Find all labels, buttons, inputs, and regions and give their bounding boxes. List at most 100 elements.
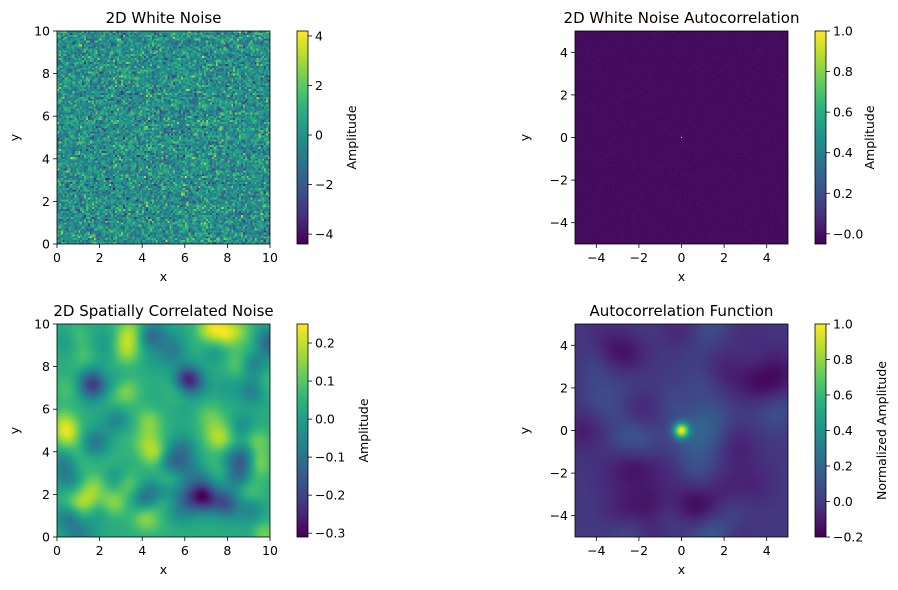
colorbar-tick-label: −2 xyxy=(315,177,333,192)
x-tick-label: 10 xyxy=(262,250,278,265)
colorbar-tick-label: 0.6 xyxy=(833,105,853,120)
axes-frame xyxy=(56,323,271,538)
colorbar-tick-label: −0.3 xyxy=(315,526,345,541)
heatmap-image xyxy=(575,324,788,537)
colorbar-tick-label: 0.2 xyxy=(833,186,853,201)
x-tick-label: −4 xyxy=(587,250,605,265)
panel-title: Autocorrelation Function xyxy=(590,302,774,320)
y-tick-label: 0 xyxy=(42,237,50,252)
y-axis-label: y xyxy=(517,133,532,141)
colorbar-label: Normalized Amplitude xyxy=(874,361,889,500)
colorbar-tick-label: 0.1 xyxy=(315,374,335,389)
y-tick-label: 4 xyxy=(560,338,568,353)
x-tick-label: −4 xyxy=(587,543,605,558)
y-tick-label: 8 xyxy=(42,359,50,374)
x-tick-label: 0 xyxy=(678,250,686,265)
x-tick-label: −2 xyxy=(630,250,648,265)
heatmap-image xyxy=(575,31,788,244)
x-axis-label: x xyxy=(160,562,167,577)
y-tick-label: −2 xyxy=(550,173,568,188)
heatmap-image xyxy=(57,324,270,537)
colorbar-gradient xyxy=(815,324,826,537)
colorbar-tick-label: −0.2 xyxy=(833,530,863,545)
x-tick-label: 10 xyxy=(262,543,278,558)
colorbar-tick-label: 0.8 xyxy=(833,64,853,79)
colorbar-gradient xyxy=(297,324,308,537)
x-tick-label: 2 xyxy=(96,543,104,558)
x-tick-label: 0 xyxy=(678,543,686,558)
colorbar-tick-label: −4 xyxy=(315,227,333,242)
x-axis-label: x xyxy=(160,269,167,284)
y-tick-label: 10 xyxy=(34,317,50,332)
x-tick-label: 4 xyxy=(763,250,771,265)
y-tick-label: 2 xyxy=(42,194,50,209)
y-tick-label: 4 xyxy=(560,45,568,60)
y-tick-label: 6 xyxy=(42,402,50,417)
colorbar-tick-label: 0.4 xyxy=(833,145,853,160)
x-tick-label: 6 xyxy=(181,250,189,265)
panel-2: 2D White Noise Autocorrelation −4 −2 0 2 4 −4 −… xyxy=(517,9,877,284)
y-tick-label: 4 xyxy=(42,444,50,459)
colorbar-tick-label: −0.2 xyxy=(315,488,345,503)
y-axis-label: y xyxy=(7,133,22,141)
y-tick-label: 2 xyxy=(42,487,50,502)
panel-title: 2D White Noise xyxy=(106,9,222,27)
colorbar-tick-label: −0.0 xyxy=(833,226,863,241)
y-axis-label: y xyxy=(517,426,532,434)
axes-frame xyxy=(56,30,271,245)
x-tick-label: 0 xyxy=(53,543,61,558)
colorbar-gradient xyxy=(297,31,308,244)
y-tick-label: 2 xyxy=(560,380,568,395)
colorbar-tick-label: 0.2 xyxy=(833,459,853,474)
colorbar-tick-label: −0.1 xyxy=(315,450,345,465)
colorbar-tick-label: 0.6 xyxy=(833,388,853,403)
x-tick-label: 4 xyxy=(138,250,146,265)
colorbar-label: Amplitude xyxy=(356,398,371,462)
x-tick-label: 0 xyxy=(53,250,61,265)
colorbar-frame xyxy=(814,30,827,245)
y-tick-label: 0 xyxy=(560,130,568,145)
panel-3: 2D Spatially Correlated Noise 0 2 4 6 8 10 0 2 4 6… xyxy=(7,302,371,577)
colorbar-tick-label: 0 xyxy=(315,128,323,143)
y-tick-label: −4 xyxy=(550,215,568,230)
y-tick-label: 0 xyxy=(560,423,568,438)
x-tick-label: 8 xyxy=(223,250,231,265)
y-tick-label: 4 xyxy=(42,151,50,166)
x-tick-label: 2 xyxy=(720,543,728,558)
x-tick-label: 2 xyxy=(720,250,728,265)
x-tick-label: 4 xyxy=(763,543,771,558)
panel-title: 2D White Noise Autocorrelation xyxy=(564,9,800,27)
panel-4: Autocorrelation Function −4 −2 0 2 4 −4 −2 0 2 4 x y… xyxy=(517,302,889,577)
x-axis-label: x xyxy=(678,269,685,284)
colorbar-tick-label: 1.0 xyxy=(833,24,853,39)
x-tick-label: 2 xyxy=(96,250,104,265)
colorbar-tick-label: 0.0 xyxy=(315,412,335,427)
colorbar-frame xyxy=(296,30,309,245)
panel-title: 2D Spatially Correlated Noise xyxy=(53,302,273,320)
y-axis-label: y xyxy=(7,426,22,434)
colorbar-tick-label: 2 xyxy=(315,78,323,93)
colorbar-label: Amplitude xyxy=(344,105,359,169)
y-tick-label: 6 xyxy=(42,109,50,124)
panel-1: 2D White Noise 0 2 4 6 8 10 0 2 4 6 8 10 x y 4 2 0 −2 −4 Amp… xyxy=(7,9,359,284)
colorbar-tick-label: 0.0 xyxy=(833,494,853,509)
colorbar-frame xyxy=(296,323,309,538)
x-tick-label: 4 xyxy=(138,543,146,558)
colorbar-tick-label: 0.4 xyxy=(833,423,853,438)
colorbar-tick-label: 0.2 xyxy=(315,336,335,351)
colorbar-label: Amplitude xyxy=(862,105,877,169)
x-axis-label: x xyxy=(678,562,685,577)
y-tick-label: −2 xyxy=(550,466,568,481)
y-tick-label: 0 xyxy=(42,530,50,545)
colorbar-gradient xyxy=(815,31,826,244)
y-tick-label: 8 xyxy=(42,66,50,81)
colorbar-tick-label: 4 xyxy=(315,28,323,43)
x-tick-label: 6 xyxy=(181,543,189,558)
y-tick-label: −4 xyxy=(550,508,568,523)
colorbar-tick-label: 0.8 xyxy=(833,352,853,367)
x-tick-label: 8 xyxy=(223,543,231,558)
heatmap-image xyxy=(57,31,270,244)
colorbar-tick-label: 1.0 xyxy=(833,317,853,332)
y-tick-label: 10 xyxy=(34,24,50,39)
